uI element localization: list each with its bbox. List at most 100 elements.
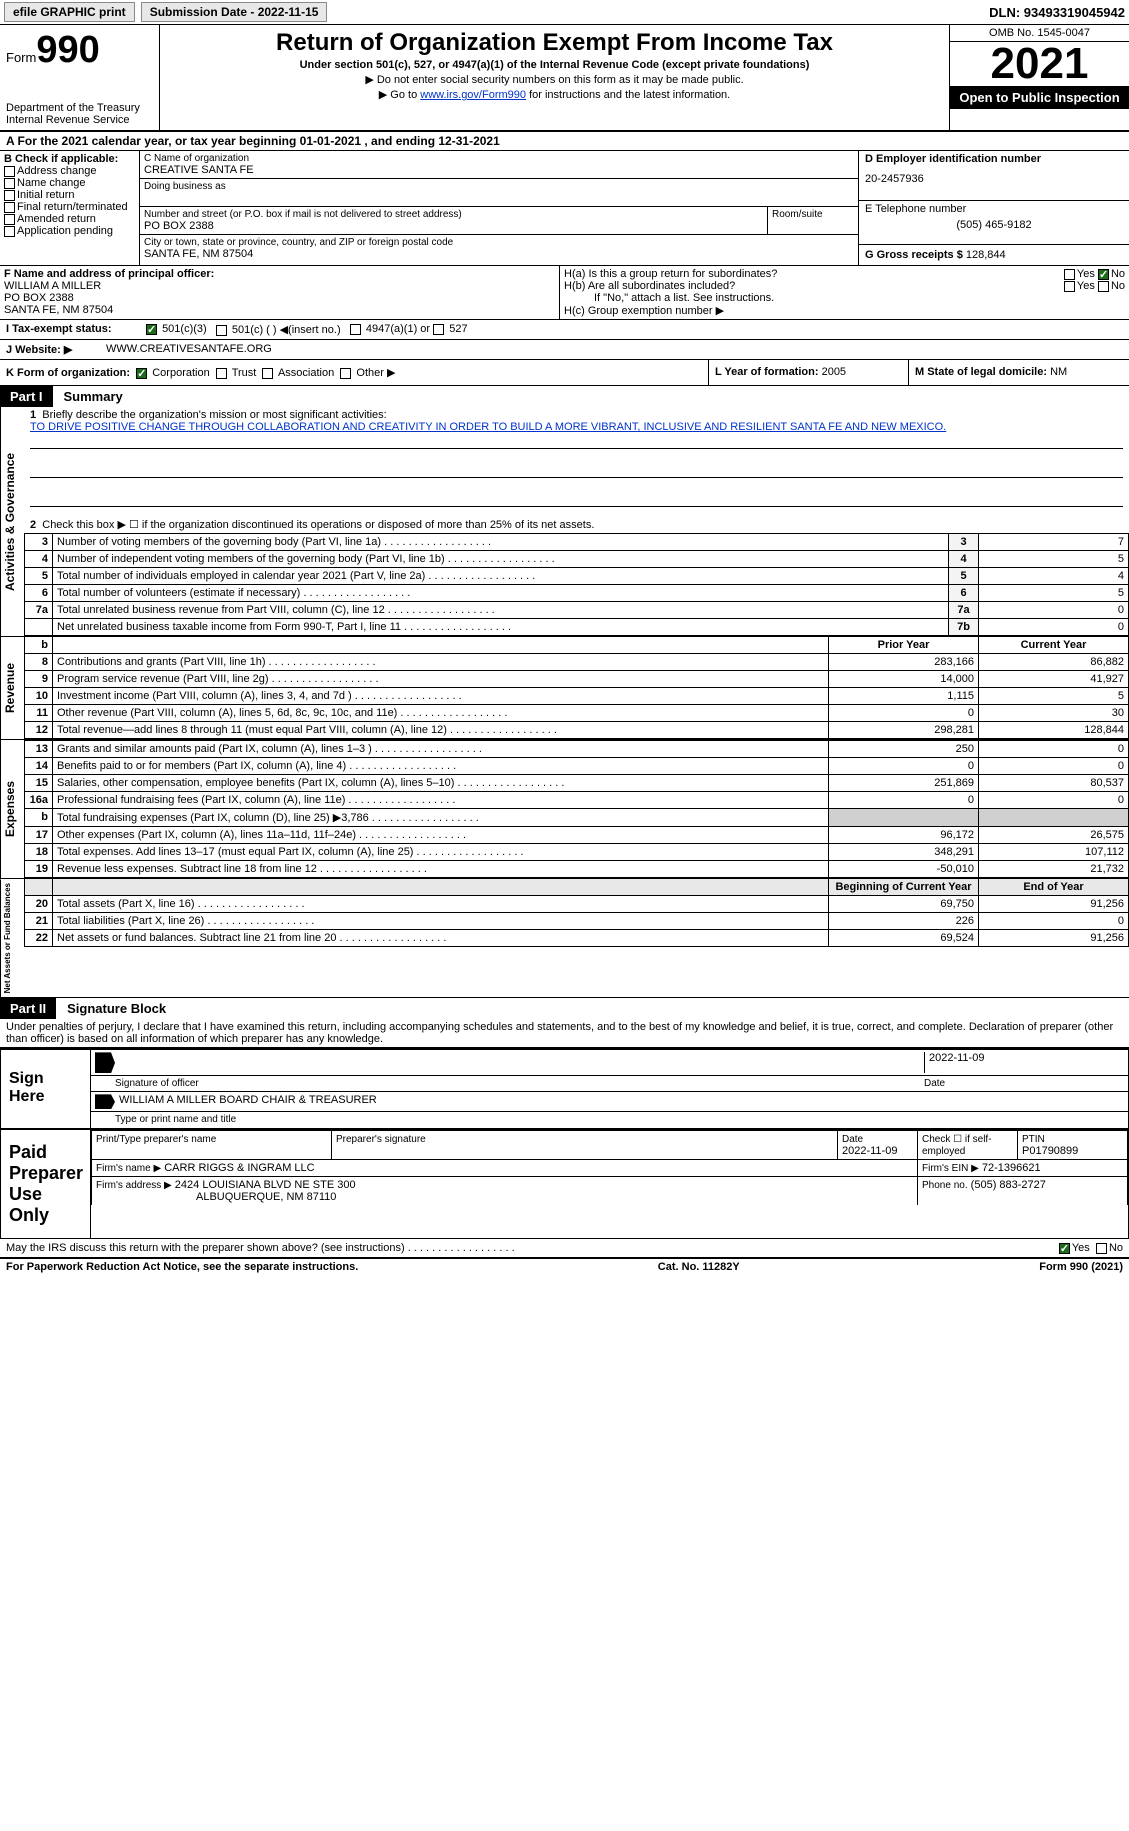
tax-period: A For the 2021 calendar year, or tax yea…	[0, 132, 1129, 151]
footer-left: For Paperwork Reduction Act Notice, see …	[6, 1261, 358, 1273]
cb-trust[interactable]: Trust	[216, 367, 257, 379]
ha-yes[interactable]: Yes	[1064, 268, 1095, 280]
open-to-public: Open to Public Inspection	[950, 86, 1129, 109]
sign-date: 2022-11-09	[924, 1052, 1124, 1073]
table-row: 14Benefits paid to or for members (Part …	[25, 758, 1129, 775]
ein-label: D Employer identification number	[865, 153, 1123, 165]
cb-final-return[interactable]: Final return/terminated	[4, 201, 135, 213]
website-row: J Website: ▶ WWW.CREATIVESANTAFE.ORG	[0, 340, 1129, 360]
paid-preparer-label: Paid Preparer Use Only	[1, 1130, 91, 1238]
form-header: Form990 Department of the Treasury Inter…	[0, 25, 1129, 132]
state-domicile: NM	[1050, 366, 1067, 378]
cb-corporation[interactable]: Corporation	[136, 367, 210, 379]
table-row: 18Total expenses. Add lines 13–17 (must …	[25, 844, 1129, 861]
cb-501c3[interactable]: 501(c)(3)	[146, 323, 207, 336]
year-formation: 2005	[822, 366, 846, 378]
cb-address-change[interactable]: Address change	[4, 165, 135, 177]
ha-label: H(a) Is this a group return for subordin…	[564, 268, 1064, 280]
cb-527[interactable]: 527	[433, 323, 467, 336]
city-label: City or town, state or province, country…	[144, 237, 854, 248]
footer-right: Form 990 (2021)	[1039, 1261, 1123, 1273]
table-row: 15Salaries, other compensation, employee…	[25, 775, 1129, 792]
hb-no[interactable]: No	[1098, 280, 1125, 292]
section-b-label: B Check if applicable:	[4, 153, 135, 165]
submission-date-button[interactable]: Submission Date - 2022-11-15	[141, 2, 328, 22]
tax-exempt-status: I Tax-exempt status: 501(c)(3) 501(c) ( …	[0, 320, 1129, 340]
table-row: 20Total assets (Part X, line 16)69,75091…	[25, 896, 1129, 913]
table-row: Net unrelated business taxable income fr…	[25, 619, 1129, 636]
dln-label: DLN: 93493319045942	[989, 5, 1125, 20]
cb-initial-return[interactable]: Initial return	[4, 189, 135, 201]
net-assets-table: Beginning of Current Year End of Year 20…	[24, 879, 1129, 947]
sidebar-expenses: Expenses	[0, 740, 24, 878]
revenue-section: Revenue b Prior Year Current Year 8Contr…	[0, 637, 1129, 740]
activities-governance-section: Activities & Governance 1 Briefly descri…	[0, 407, 1129, 637]
tax-year: 2021	[950, 42, 1129, 86]
topbar: efile GRAPHIC print Submission Date - 20…	[0, 0, 1129, 25]
form-note2: ▶ Go to www.irs.gov/Form990 for instruct…	[166, 88, 943, 101]
cb-501c[interactable]: 501(c) ( ) ◀(insert no.)	[216, 323, 341, 336]
cb-other[interactable]: Other ▶	[340, 367, 395, 379]
phone-label: E Telephone number	[865, 203, 1123, 215]
dept-label: Department of the Treasury Internal Reve…	[6, 102, 153, 126]
table-row: 8Contributions and grants (Part VIII, li…	[25, 654, 1129, 671]
arrow-icon	[95, 1052, 115, 1073]
gross-receipts-value: 128,844	[966, 249, 1006, 261]
officer-name-title: WILLIAM A MILLER BOARD CHAIR & TREASURER	[119, 1094, 1124, 1109]
form-title: Return of Organization Exempt From Incom…	[166, 29, 943, 57]
cb-4947[interactable]: 4947(a)(1) or	[350, 323, 430, 336]
officer-label: F Name and address of principal officer:	[4, 268, 555, 280]
table-row: 4Number of independent voting members of…	[25, 551, 1129, 568]
officer-group-block: F Name and address of principal officer:…	[0, 266, 1129, 320]
mission-statement: TO DRIVE POSITIVE CHANGE THROUGH COLLABO…	[30, 421, 946, 433]
revenue-table: b Prior Year Current Year 8Contributions…	[24, 637, 1129, 739]
cb-amended-return[interactable]: Amended return	[4, 213, 135, 225]
cb-name-change[interactable]: Name change	[4, 177, 135, 189]
irs-link[interactable]: www.irs.gov/Form990	[420, 89, 526, 101]
line1-text: Briefly describe the organization's miss…	[42, 409, 386, 421]
table-row: 9Program service revenue (Part VIII, lin…	[25, 671, 1129, 688]
phone-value: (505) 465-9182	[865, 219, 1123, 231]
discuss-no[interactable]: No	[1096, 1242, 1123, 1254]
page-footer: For Paperwork Reduction Act Notice, see …	[0, 1258, 1129, 1275]
name-title-label: Type or print name and title	[115, 1114, 236, 1126]
footer-mid: Cat. No. 11282Y	[658, 1261, 740, 1273]
city-value: SANTA FE, NM 87504	[144, 248, 854, 260]
paid-preparer-section: Paid Preparer Use Only Print/Type prepar…	[0, 1129, 1129, 1239]
discuss-row: May the IRS discuss this return with the…	[0, 1239, 1129, 1258]
room-label: Room/suite	[772, 209, 854, 220]
table-row: 21Total liabilities (Part X, line 26)226…	[25, 913, 1129, 930]
hb-yes[interactable]: Yes	[1064, 280, 1095, 292]
form-note1: ▶ Do not enter social security numbers o…	[166, 73, 943, 86]
expenses-table: 13Grants and similar amounts paid (Part …	[24, 740, 1129, 878]
table-row: 7aTotal unrelated business revenue from …	[25, 602, 1129, 619]
discuss-yes[interactable]: Yes	[1059, 1242, 1090, 1254]
klm-row: K Form of organization: Corporation Trus…	[0, 360, 1129, 386]
part2-header: Part II Signature Block	[0, 998, 1129, 1019]
table-row: 22Net assets or fund balances. Subtract …	[25, 930, 1129, 947]
sidebar-net-assets: Net Assets or Fund Balances	[0, 879, 24, 997]
table-row: 11Other revenue (Part VIII, column (A), …	[25, 705, 1129, 722]
expenses-section: Expenses 13Grants and similar amounts pa…	[0, 740, 1129, 879]
cb-application-pending[interactable]: Application pending	[4, 225, 135, 237]
table-row: 5Total number of individuals employed in…	[25, 568, 1129, 585]
street-value: PO BOX 2388	[144, 220, 763, 232]
table-row: 10Investment income (Part VIII, column (…	[25, 688, 1129, 705]
efile-print-button[interactable]: efile GRAPHIC print	[4, 2, 135, 22]
cb-association[interactable]: Association	[262, 367, 334, 379]
sidebar-activities: Activities & Governance	[0, 407, 24, 636]
sidebar-revenue: Revenue	[0, 637, 24, 739]
date-label: Date	[924, 1078, 1124, 1089]
net-assets-section: Net Assets or Fund Balances Beginning of…	[0, 879, 1129, 998]
officer-line3: SANTA FE, NM 87504	[4, 304, 555, 316]
table-row: 13Grants and similar amounts paid (Part …	[25, 741, 1129, 758]
officer-line1: WILLIAM A MILLER	[4, 280, 555, 292]
table-row: 16aProfessional fundraising fees (Part I…	[25, 792, 1129, 809]
officer-line2: PO BOX 2388	[4, 292, 555, 304]
street-label: Number and street (or P.O. box if mail i…	[144, 209, 763, 220]
hb-note: If "No," attach a list. See instructions…	[564, 292, 1125, 304]
hc-label: H(c) Group exemption number ▶	[564, 304, 1125, 317]
sig-officer-label: Signature of officer	[115, 1078, 924, 1089]
arrow-icon	[95, 1094, 115, 1109]
ha-no[interactable]: No	[1098, 268, 1125, 280]
